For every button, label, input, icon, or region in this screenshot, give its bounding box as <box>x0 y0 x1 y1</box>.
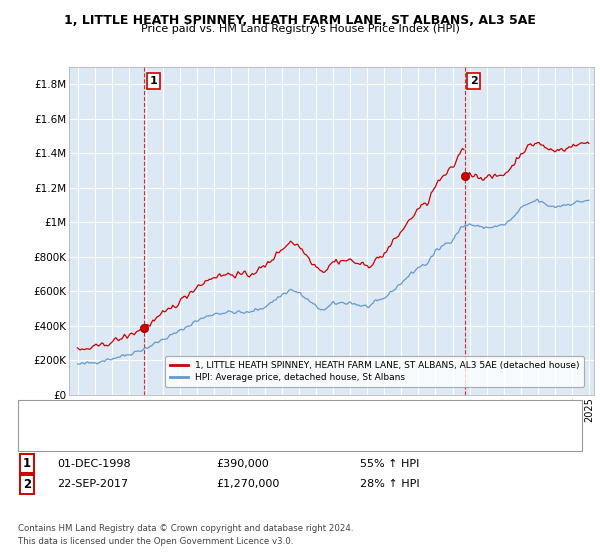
Text: £1,270,000: £1,270,000 <box>216 479 280 489</box>
Text: This data is licensed under the Open Government Licence v3.0.: This data is licensed under the Open Gov… <box>18 537 293 546</box>
Legend: 1, LITTLE HEATH SPINNEY, HEATH FARM LANE, ST ALBANS, AL3 5AE (detached house), H: 1, LITTLE HEATH SPINNEY, HEATH FARM LANE… <box>166 356 584 387</box>
Text: 28% ↑ HPI: 28% ↑ HPI <box>360 479 419 489</box>
Text: 2: 2 <box>470 76 478 86</box>
Text: HPI: Average price, detached house, St Albans: HPI: Average price, detached house, St A… <box>42 439 263 448</box>
Text: 1, LITTLE HEATH SPINNEY, HEATH FARM LANE, ST ALBANS, AL3 5AE (detached house): 1, LITTLE HEATH SPINNEY, HEATH FARM LANE… <box>42 403 446 412</box>
Text: 1: 1 <box>23 457 31 470</box>
Text: 2: 2 <box>23 478 31 491</box>
Text: 01-DEC-1998: 01-DEC-1998 <box>57 459 131 469</box>
Text: 1, LITTLE HEATH SPINNEY, HEATH FARM LANE, ST ALBANS, AL3 5AE: 1, LITTLE HEATH SPINNEY, HEATH FARM LANE… <box>64 14 536 27</box>
Text: Price paid vs. HM Land Registry's House Price Index (HPI): Price paid vs. HM Land Registry's House … <box>140 24 460 34</box>
Text: 55% ↑ HPI: 55% ↑ HPI <box>360 459 419 469</box>
Text: Contains HM Land Registry data © Crown copyright and database right 2024.: Contains HM Land Registry data © Crown c… <box>18 524 353 533</box>
Text: £390,000: £390,000 <box>216 459 269 469</box>
Text: 1: 1 <box>149 76 157 86</box>
Text: 22-SEP-2017: 22-SEP-2017 <box>57 479 128 489</box>
